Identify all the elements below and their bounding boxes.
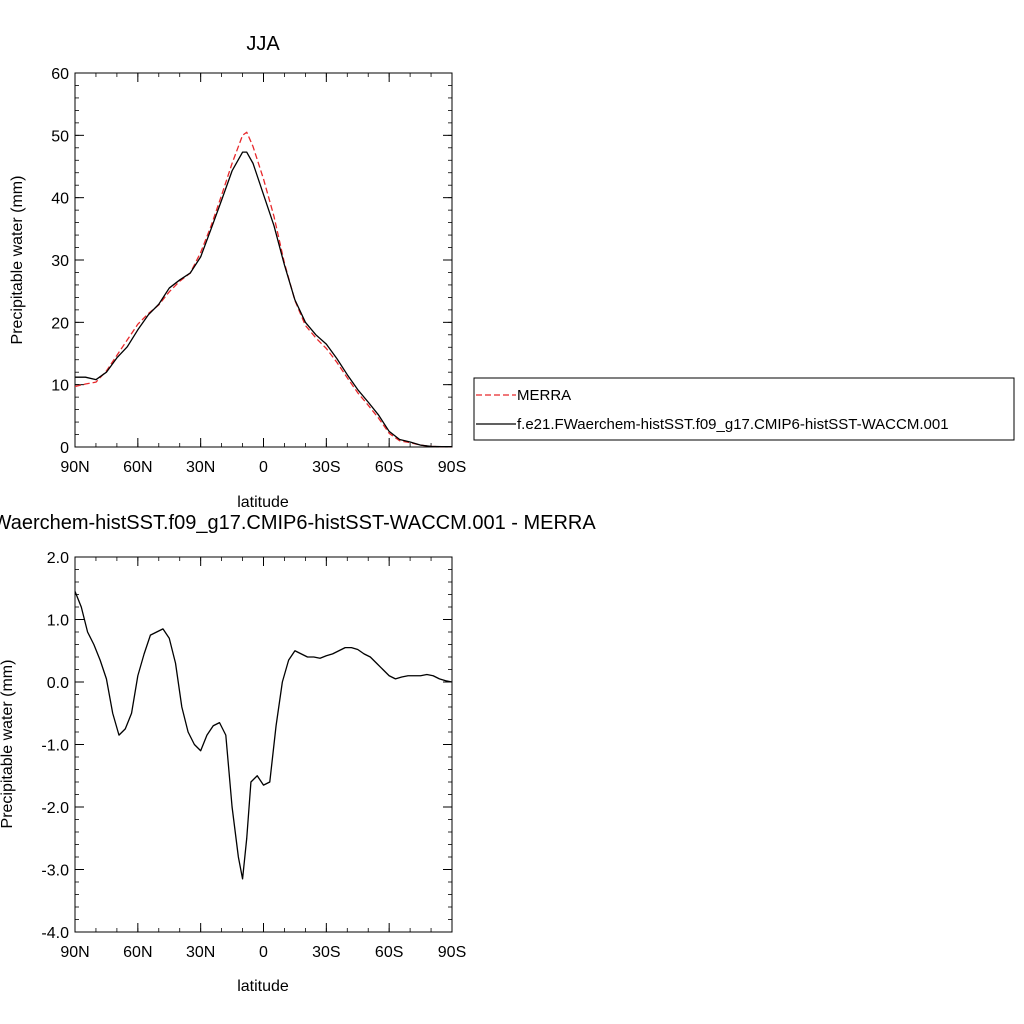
top-plot-frame [74, 72, 453, 448]
top-x-tick-label: 30S [312, 459, 340, 476]
top-y-tick-label: 50 [51, 128, 69, 145]
top-x-axis-label: latitude [237, 494, 289, 511]
bottom-panel: f.e21.FWaerchem-histSST.f09_g17.CMIP6-hi… [0, 512, 596, 995]
bottom-x-tick-label: 60S [375, 944, 403, 961]
bottom-x-tick-label: 90N [60, 944, 89, 961]
top-y-tick-label: 10 [51, 378, 69, 395]
bottom-y-tick-label: -4.0 [41, 925, 69, 942]
top-y-ticks: 0 10 20 30 40 50 60 [51, 66, 452, 457]
bottom-minor-ticks [74, 556, 453, 933]
bottom-y-axis-label: Precipitable water (mm) [0, 660, 16, 829]
bottom-x-axis-label: latitude [237, 978, 289, 995]
bottom-y-tick-label: -2.0 [41, 800, 69, 817]
bottom-x-tick-label: 60N [123, 944, 152, 961]
bottom-x-tick-label: 30S [312, 944, 340, 961]
bottom-x-tick-label: 30N [186, 944, 215, 961]
bottom-x-ticks: 90N 60N 30N 0 30S 60S 90S [60, 557, 466, 961]
bottom-x-tick-label: 0 [259, 944, 268, 961]
top-chart-title: JJA [246, 33, 280, 55]
bottom-y-tick-label: 2.0 [47, 550, 69, 567]
top-x-tick-label: 60N [123, 459, 152, 476]
top-x-ticks: 90N 60N 30N 0 30S 60S 90S [60, 73, 466, 476]
bottom-plot-frame [74, 556, 453, 933]
legend-box [473, 377, 1015, 441]
top-y-axis-label: Precipitable water (mm) [9, 176, 26, 345]
top-x-tick-label: 0 [259, 459, 268, 476]
bottom-y-tick-label: 0.0 [47, 675, 69, 692]
bottom-y-tick-label: -1.0 [41, 738, 69, 755]
top-y-tick-label: 40 [51, 191, 69, 208]
top-y-tick-label: 0 [60, 440, 69, 457]
top-minor-ticks [74, 72, 453, 448]
top-panel: JJA 0 10 20 30 40 50 60 90N 60N 30N 0 30S 60S 90S la… [9, 33, 466, 511]
bottom-y-tick-label: -3.0 [41, 863, 69, 880]
bottom-series-group [74, 591, 453, 880]
top-x-tick-label: 90N [60, 459, 89, 476]
top-series-line-1 [75, 151, 452, 448]
bottom-y-ticks: 2.0 1.0 0.0 -1.0 -2.0 -3.0 -4.0 [41, 550, 452, 942]
top-y-tick-label: 30 [51, 253, 69, 270]
bottom-chart-title: f.e21.FWaerchem-histSST.f09_g17.CMIP6-hi… [0, 512, 596, 534]
top-y-tick-label: 20 [51, 315, 69, 332]
top-y-tick-label: 60 [51, 66, 69, 83]
legend-label-merra: MERRA [517, 387, 571, 404]
top-series-line-0 [74, 131, 452, 448]
bottom-x-tick-label: 90S [438, 944, 466, 961]
bottom-series-line-0 [74, 591, 453, 880]
bottom-y-tick-label: 1.0 [47, 613, 69, 630]
top-x-tick-label: 30N [186, 459, 215, 476]
top-series-group [74, 131, 452, 448]
top-x-tick-label: 90S [438, 459, 466, 476]
legend: MERRA f.e21.FWaerchem-histSST.f09_g17.CM… [473, 377, 1015, 441]
top-x-tick-label: 60S [375, 459, 403, 476]
legend-label-model: f.e21.FWaerchem-histSST.f09_g17.CMIP6-hi… [517, 416, 949, 433]
